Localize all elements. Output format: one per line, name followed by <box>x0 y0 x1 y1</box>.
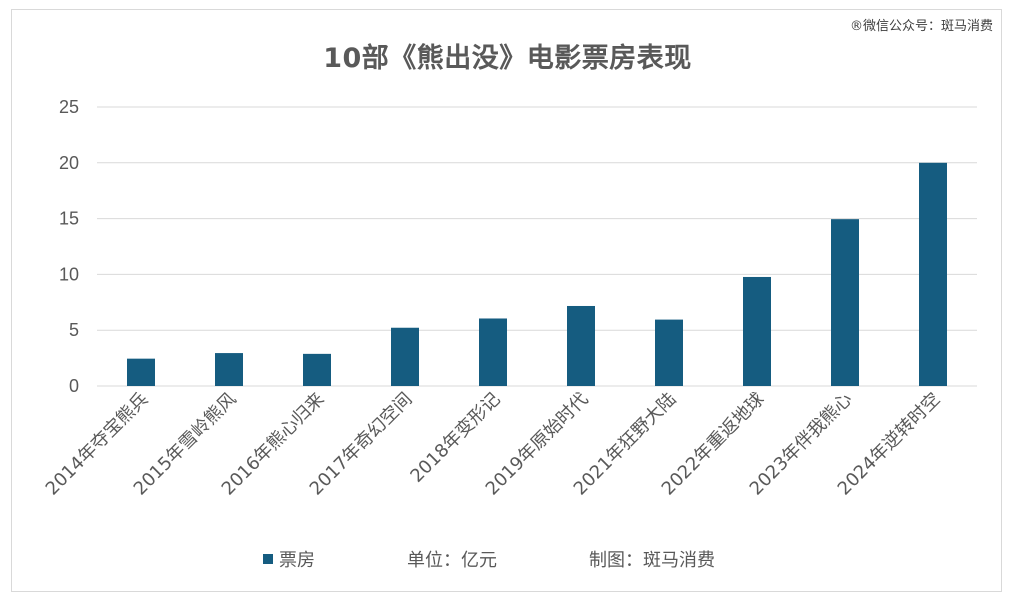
legend: 票房 单位：亿元 制图：斑马消费 <box>263 546 715 572</box>
bar <box>831 219 859 386</box>
gridlines <box>97 106 977 387</box>
bar <box>215 353 243 386</box>
watermark: ®微信公众号：斑马消费 <box>849 19 993 34</box>
credit-note: 制图：斑马消费 <box>589 550 715 571</box>
y-tick-label: 5 <box>69 320 79 340</box>
legend-series-label: 票房 <box>279 550 315 571</box>
y-tick-label: 25 <box>59 97 79 117</box>
x-category-label: 2018年变形记 <box>406 389 504 487</box>
chart-title: 10部《熊出没》电影票房表现 <box>323 43 692 74</box>
y-tick-label: 20 <box>59 153 79 173</box>
bar <box>743 276 771 386</box>
bar <box>567 305 595 386</box>
bar <box>391 327 419 386</box>
bar <box>655 319 683 386</box>
bars <box>127 162 947 386</box>
bar <box>303 353 331 386</box>
y-tick-label: 10 <box>59 264 79 284</box>
legend-swatch <box>263 554 273 564</box>
bar <box>127 358 155 386</box>
bar <box>479 318 507 386</box>
y-tick-label: 15 <box>59 209 79 229</box>
x-axis-category-labels: 2014年夺宝熊兵2015年雪岭熊风2016年熊心归来2017年奇幻空间2018… <box>42 389 945 500</box>
unit-note: 单位：亿元 <box>407 550 497 571</box>
y-tick-label: 0 <box>69 376 79 396</box>
y-axis-tick-labels: 0 5 10 15 20 25 <box>59 97 79 396</box>
bar <box>919 162 947 386</box>
